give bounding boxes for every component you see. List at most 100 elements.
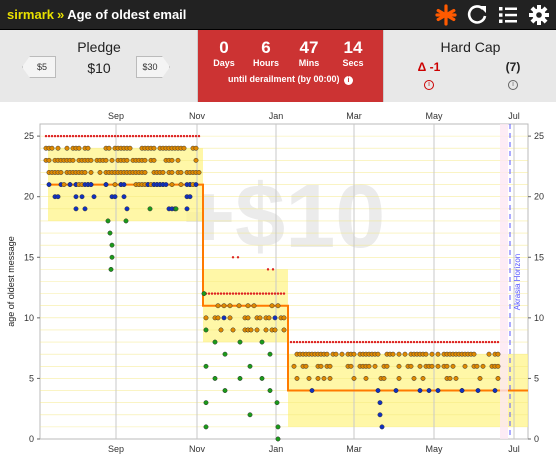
data-point <box>324 351 330 357</box>
data-point <box>164 134 168 138</box>
data-point <box>175 157 181 163</box>
data-point <box>67 182 73 188</box>
data-point <box>384 363 390 369</box>
data-point <box>397 340 401 344</box>
data-point <box>55 194 61 200</box>
data-point <box>149 134 153 138</box>
data-point <box>89 134 93 138</box>
data-point <box>151 145 157 151</box>
data-point <box>76 145 82 151</box>
data-point <box>477 375 483 381</box>
count-info-icon[interactable]: i <box>508 80 518 90</box>
data-point <box>301 340 305 344</box>
data-point <box>495 351 501 357</box>
data-point <box>231 292 235 295</box>
data-point <box>193 182 199 188</box>
data-point <box>337 340 341 344</box>
data-point <box>55 145 61 151</box>
countdown-days: 0 Days <box>204 38 244 69</box>
y-tick-label-left: 25 <box>24 131 34 141</box>
data-point <box>373 340 377 344</box>
data-point <box>281 327 287 333</box>
data-point <box>304 340 308 344</box>
data-point <box>435 363 441 369</box>
data-point <box>108 266 114 272</box>
data-point <box>444 363 450 369</box>
increase-pledge-button[interactable]: $30 <box>136 56 170 78</box>
data-point <box>191 134 195 138</box>
data-point <box>50 134 54 138</box>
hardcap-delta: Δ -1 <box>417 60 441 74</box>
data-point <box>109 242 115 248</box>
data-point <box>396 375 402 381</box>
data-point <box>125 134 129 138</box>
data-point <box>480 363 486 369</box>
asterisk-icon[interactable] <box>435 4 457 26</box>
data-point <box>103 182 109 188</box>
data-point <box>222 388 228 393</box>
data-point <box>406 340 410 344</box>
data-point <box>298 340 302 344</box>
data-point <box>275 303 281 309</box>
x-tick-label-bottom: Nov <box>189 444 206 454</box>
horizon-zone <box>500 124 508 439</box>
data-point <box>379 424 385 430</box>
info-icon[interactable]: i <box>344 76 354 85</box>
data-point <box>466 340 470 344</box>
data-point <box>289 340 293 344</box>
data-point <box>169 170 175 175</box>
data-point <box>331 340 335 344</box>
data-point <box>122 134 126 138</box>
x-tick-label-bottom: Mar <box>346 444 362 454</box>
breadcrumb-separator: » <box>56 7 65 22</box>
data-point <box>142 170 148 175</box>
list-icon[interactable] <box>497 4 519 26</box>
data-point <box>267 292 271 295</box>
delta-info-icon[interactable]: i <box>424 80 434 90</box>
data-point <box>218 327 224 333</box>
data-point <box>124 206 130 212</box>
data-point <box>249 292 253 295</box>
data-point <box>73 206 79 212</box>
data-point <box>173 206 179 212</box>
data-point <box>193 145 199 151</box>
data-point <box>113 134 117 138</box>
data-point <box>394 340 398 344</box>
data-point <box>116 134 120 138</box>
data-point <box>375 388 381 393</box>
data-point <box>106 145 112 151</box>
data-point <box>221 303 227 309</box>
data-point <box>58 170 64 175</box>
data-point <box>275 436 281 442</box>
data-point <box>137 134 141 138</box>
data-point <box>155 134 159 138</box>
countdown-days-value: 0 <box>219 38 229 57</box>
data-point <box>281 315 287 321</box>
data-point <box>227 303 233 309</box>
x-tick-label-top: Jan <box>269 111 284 121</box>
data-point <box>61 182 67 188</box>
x-tick-label-bottom: Sep <box>108 444 124 454</box>
data-point <box>379 340 383 344</box>
data-point <box>70 157 76 163</box>
data-point <box>245 303 251 309</box>
data-point <box>396 351 402 357</box>
data-point <box>364 340 368 344</box>
data-point <box>275 424 281 430</box>
data-point <box>291 363 297 369</box>
username-link[interactable]: sirmark <box>7 7 54 22</box>
data-point <box>492 388 498 393</box>
refresh-icon[interactable] <box>466 4 488 26</box>
decrease-pledge-button[interactable]: $5 <box>22 56 56 78</box>
pledge-title: Pledge <box>77 39 121 55</box>
data-point <box>457 340 461 344</box>
data-point <box>325 340 329 344</box>
data-point <box>104 134 108 138</box>
data-point <box>376 340 380 344</box>
data-point <box>490 340 494 344</box>
data-point <box>463 340 467 344</box>
gear-icon[interactable] <box>528 4 550 26</box>
data-point <box>319 340 323 344</box>
data-point <box>270 292 274 295</box>
data-point <box>478 340 482 344</box>
